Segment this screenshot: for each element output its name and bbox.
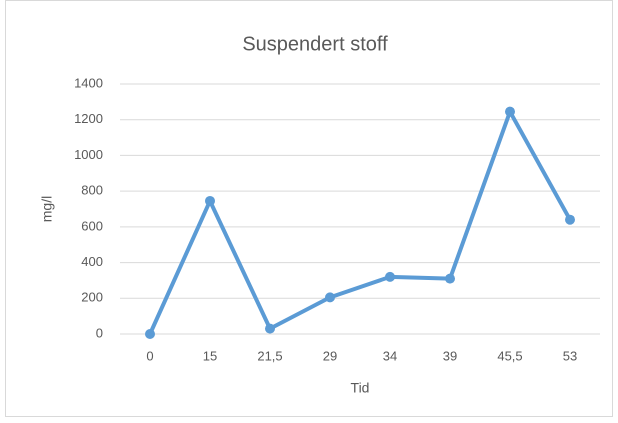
data-point — [325, 292, 335, 303]
x-tick-label: 34 — [383, 348, 397, 363]
x-tick-label: 29 — [323, 348, 337, 363]
data-point — [265, 323, 275, 334]
y-tick-label: 0 — [96, 325, 103, 340]
x-tick-label: 39 — [443, 348, 457, 363]
x-tick-label: 21,5 — [257, 348, 282, 363]
chart-title: Suspendert stoff — [242, 33, 388, 55]
x-axis-label: Tid — [351, 380, 370, 396]
x-tick-label: 53 — [563, 348, 577, 363]
data-point — [505, 106, 515, 117]
data-point — [565, 214, 575, 225]
y-tick-label: 1200 — [74, 111, 103, 126]
y-tick-label: 400 — [81, 254, 103, 269]
data-point — [145, 329, 155, 339]
data-point — [445, 273, 455, 284]
x-tick-label: 0 — [146, 348, 153, 363]
chart-border — [5, 0, 613, 417]
y-tick-label: 1400 — [74, 75, 103, 90]
data-point — [205, 195, 215, 206]
data-point — [385, 271, 395, 282]
y-tick-label: 200 — [81, 290, 103, 305]
y-tick-label: 600 — [81, 218, 103, 233]
y-tick-label: 800 — [81, 183, 103, 198]
x-tick-label: 45,5 — [497, 348, 522, 363]
data-line — [148, 109, 572, 336]
y-tick-label: 1000 — [74, 147, 103, 162]
x-tick-label: 15 — [203, 348, 217, 363]
y-axis-label: mg/l — [39, 196, 55, 222]
